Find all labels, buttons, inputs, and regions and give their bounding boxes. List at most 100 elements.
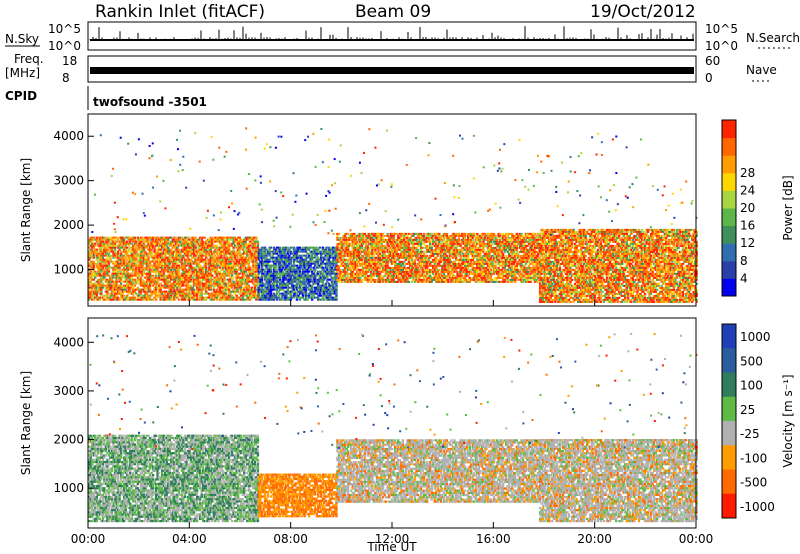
range-gate-cell [121,293,123,295]
range-gate-cell [257,247,259,249]
range-gate-cell [152,261,154,263]
range-gate-cell [222,251,224,253]
range-gate-cell [178,269,180,271]
range-gate-cell [167,247,169,249]
range-gate-cell [365,243,367,245]
range-gate-cell [348,259,350,261]
range-gate-cell [181,279,183,281]
range-gate-cell [293,261,295,263]
range-gate-cell [178,285,180,287]
range-gate-cell [194,243,196,245]
range-gate-cell [90,271,92,273]
range-gate-cell [342,277,344,279]
range-gate-cell [238,293,240,295]
range-gate-cell [315,275,317,277]
range-gate-cell [158,243,160,245]
range-gate-cell [132,267,134,269]
range-gate-cell [231,287,233,289]
range-gate-cell [368,263,370,265]
range-gate-cell [251,253,253,255]
range-gate-cell [232,289,234,291]
range-gate-cell [149,273,151,275]
range-gate-cell [362,237,364,239]
range-gate-cell [169,281,171,283]
range-gate-cell [296,289,298,291]
range-gate-cell [379,267,381,269]
range-gate-cell [143,271,145,273]
range-gate-cell [121,277,123,279]
range-gate-cell [325,249,327,251]
range-gate-cell [393,237,395,239]
range-gate-cell [112,299,114,301]
range-gate-cell [211,237,213,239]
range-gate-cell [220,243,222,245]
range-gate-cell [216,289,218,291]
range-gate-cell [187,283,189,285]
range-gate-cell [235,255,237,257]
range-gate-cell [359,271,361,273]
range-gate-cell [156,269,158,271]
range-gate-cell [322,283,324,285]
range-gate-cell [358,251,360,253]
range-gate-cell [258,259,260,261]
range-gate-cell [285,295,287,297]
range-gate-cell [150,283,152,285]
range-gate-cell [305,289,307,291]
range-gate-cell [220,241,222,243]
range-gate-cell [388,249,390,251]
range-gate-cell [159,295,161,297]
range-gate-cell [194,257,196,259]
range-gate-cell [96,239,98,241]
range-gate-cell [182,283,184,285]
range-gate-cell [191,277,193,279]
range-gate-cell [169,265,171,267]
range-gate-cell [373,275,375,277]
range-gate-cell [94,283,96,285]
range-gate-cell [309,279,311,281]
range-gate-cell [364,249,366,251]
range-gate-cell [405,275,407,277]
range-gate-cell [341,241,343,243]
range-gate-cell [109,257,111,259]
range-gate-cell [93,279,95,281]
range-gate-cell [331,281,333,283]
range-gate-cell [232,277,234,279]
range-gate-cell [308,249,310,251]
range-gate-cell [178,299,180,301]
range-gate-cell [311,289,313,291]
range-gate-cell [383,245,385,247]
range-gate-cell [114,255,116,257]
range-gate-cell [226,239,228,241]
range-gate-cell [344,275,346,277]
range-gate-cell [311,255,313,257]
freq-hi: 18 [62,54,77,68]
range-gate-cell [396,233,398,235]
range-gate-cell [315,255,317,257]
range-gate-cell [389,273,391,275]
range-gate-cell [361,279,363,281]
range-gate-cell [276,271,278,273]
range-gate-cell [152,245,154,247]
nsky-label: N.Sky [5,32,39,46]
range-gate-cell [102,267,104,269]
range-gate-cell [264,285,266,287]
range-gate-cell [120,283,122,285]
range-gate-cell [149,263,151,265]
range-gate-cell [248,247,250,249]
range-gate-cell [109,289,111,291]
range-gate-cell [228,243,230,245]
range-gate-cell [328,283,330,285]
range-gate-cell [194,255,196,257]
range-gate-cell [276,275,278,277]
range-gate-cell [118,249,120,251]
range-gate-cell [270,271,272,273]
range-gate-cell [320,287,322,289]
range-gate-cell [262,273,264,275]
range-gate-cell [197,239,199,241]
range-gate-cell [285,287,287,289]
range-gate-cell [175,245,177,247]
freq-lo: 8 [62,71,70,85]
range-gate-cell [374,249,376,251]
range-gate-cell [358,255,360,257]
range-gate-cell [309,265,311,267]
